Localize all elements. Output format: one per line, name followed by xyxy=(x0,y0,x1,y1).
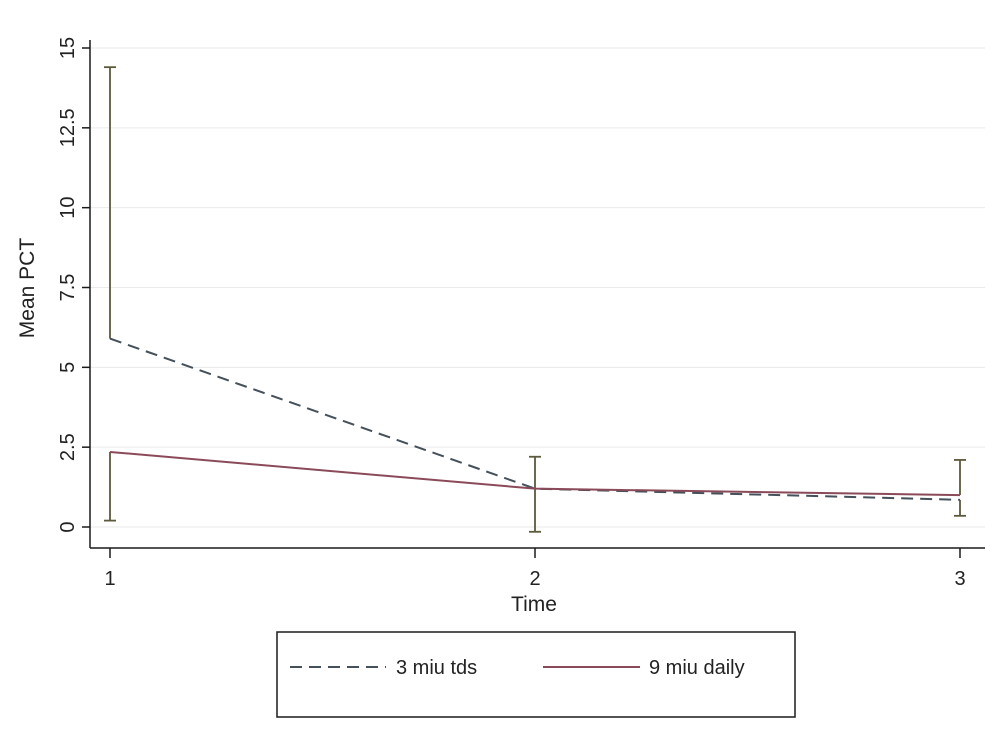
y-tick-label: 7.5 xyxy=(57,274,79,302)
y-tick-label: 10 xyxy=(57,197,79,219)
y-tick-label: 0 xyxy=(57,521,79,532)
y-tick-label: 12.5 xyxy=(57,108,79,147)
x-tick-label: 2 xyxy=(529,568,540,590)
x-axis-title: Time xyxy=(511,593,557,616)
series-line-2 xyxy=(109,450,961,497)
series-lines xyxy=(109,337,961,501)
legend-box xyxy=(276,631,796,718)
x-tick-label: 1 xyxy=(104,568,115,590)
y-tick-label: 15 xyxy=(57,37,79,59)
legend: 3 miu tds 9 miu daily xyxy=(276,631,796,718)
y-tick-label: 5 xyxy=(57,362,79,373)
x-axis: 1 2 3 xyxy=(90,547,985,590)
y-axis: 0 2.5 5 7.5 10 12.5 15 xyxy=(57,37,91,548)
legend-label-series-2: 9 miu daily xyxy=(649,657,745,679)
error-bars xyxy=(104,66,966,533)
y-tick-label: 2.5 xyxy=(57,433,79,461)
legend-label-series-1: 3 miu tds xyxy=(396,657,477,679)
y-axis-title: Mean PCT xyxy=(16,238,39,339)
x-tick-label: 3 xyxy=(954,568,965,590)
gridlines xyxy=(90,47,985,528)
